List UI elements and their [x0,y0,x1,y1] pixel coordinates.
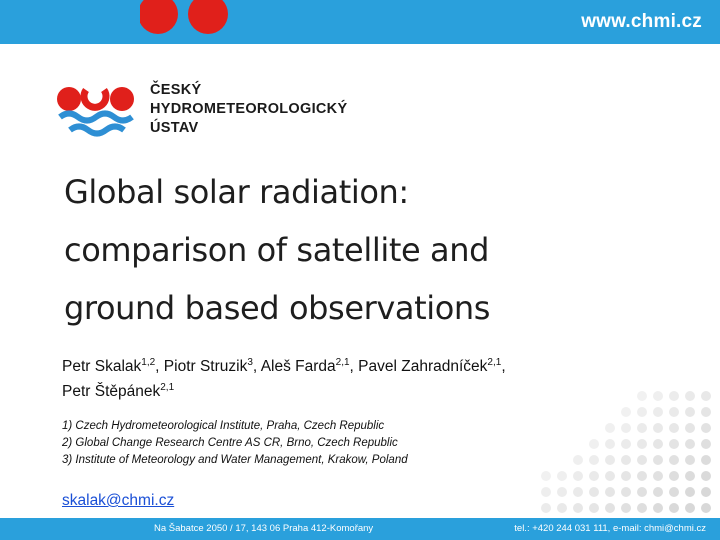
affiliation-item: 2) Global Change Research Centre AS CR, … [62,437,398,449]
logo-line-2: HYDROMETEOROLOGICKÝ [150,101,348,117]
top-banner: www.chmi.cz [0,0,720,44]
author-name: Pavel Zahradníček [358,358,488,376]
institute-name: ČESKÝ HYDROMETEOROLOGICKÝ ÚSTAV [150,81,347,138]
logo-line-1: ČESKÝ [150,82,202,98]
slide-title: Global solar radiation: comparison of sa… [64,163,624,337]
author-name: Petr Štěpánek [62,383,161,401]
logo-circles-icon [140,0,228,34]
affiliation-list: 1) Czech Hydrometeorological Institute, … [62,418,622,469]
title-line-2: comparison of satellite and [64,231,490,269]
author-affiliation: 3 [247,357,253,368]
author-name: Piotr Struzik [163,358,248,376]
author-list: Petr Skalak1,2, Piotr Struzik3, Aleš Far… [62,357,506,401]
author-affiliation: 1,2 [141,357,156,368]
email-link[interactable]: skalak@chmi.cz [62,492,175,509]
author-name: Aleš Farda [260,358,336,376]
footer-address: Na Šabatce 2050 / 17, 143 06 Praha 412-K… [154,523,374,534]
author-name: Petr Skalak [62,358,142,376]
affiliation-item: 3) Institute of Meteorology and Water Ma… [62,454,408,466]
footer-contact: tel.: +420 244 031 111, e-mail: chmi@chm… [514,523,706,534]
author-affiliation: 2,1 [160,382,175,394]
author-affiliation: 2,1 [335,357,350,368]
title-line-3: ground based observations [64,289,491,327]
bottom-banner: Na Šabatce 2050 / 17, 143 06 Praha 412-K… [0,518,720,540]
chmi-logo-icon [57,87,134,137]
title-line-1: Global solar radiation: [64,173,409,211]
affiliation-item: 1) Czech Hydrometeorological Institute, … [62,420,385,432]
logo-line-3: ÚSTAV [150,120,199,136]
author-affiliation: 2,1 [487,357,502,368]
decorative-dot-pattern [541,391,711,513]
website-url[interactable]: www.chmi.cz [581,11,702,32]
